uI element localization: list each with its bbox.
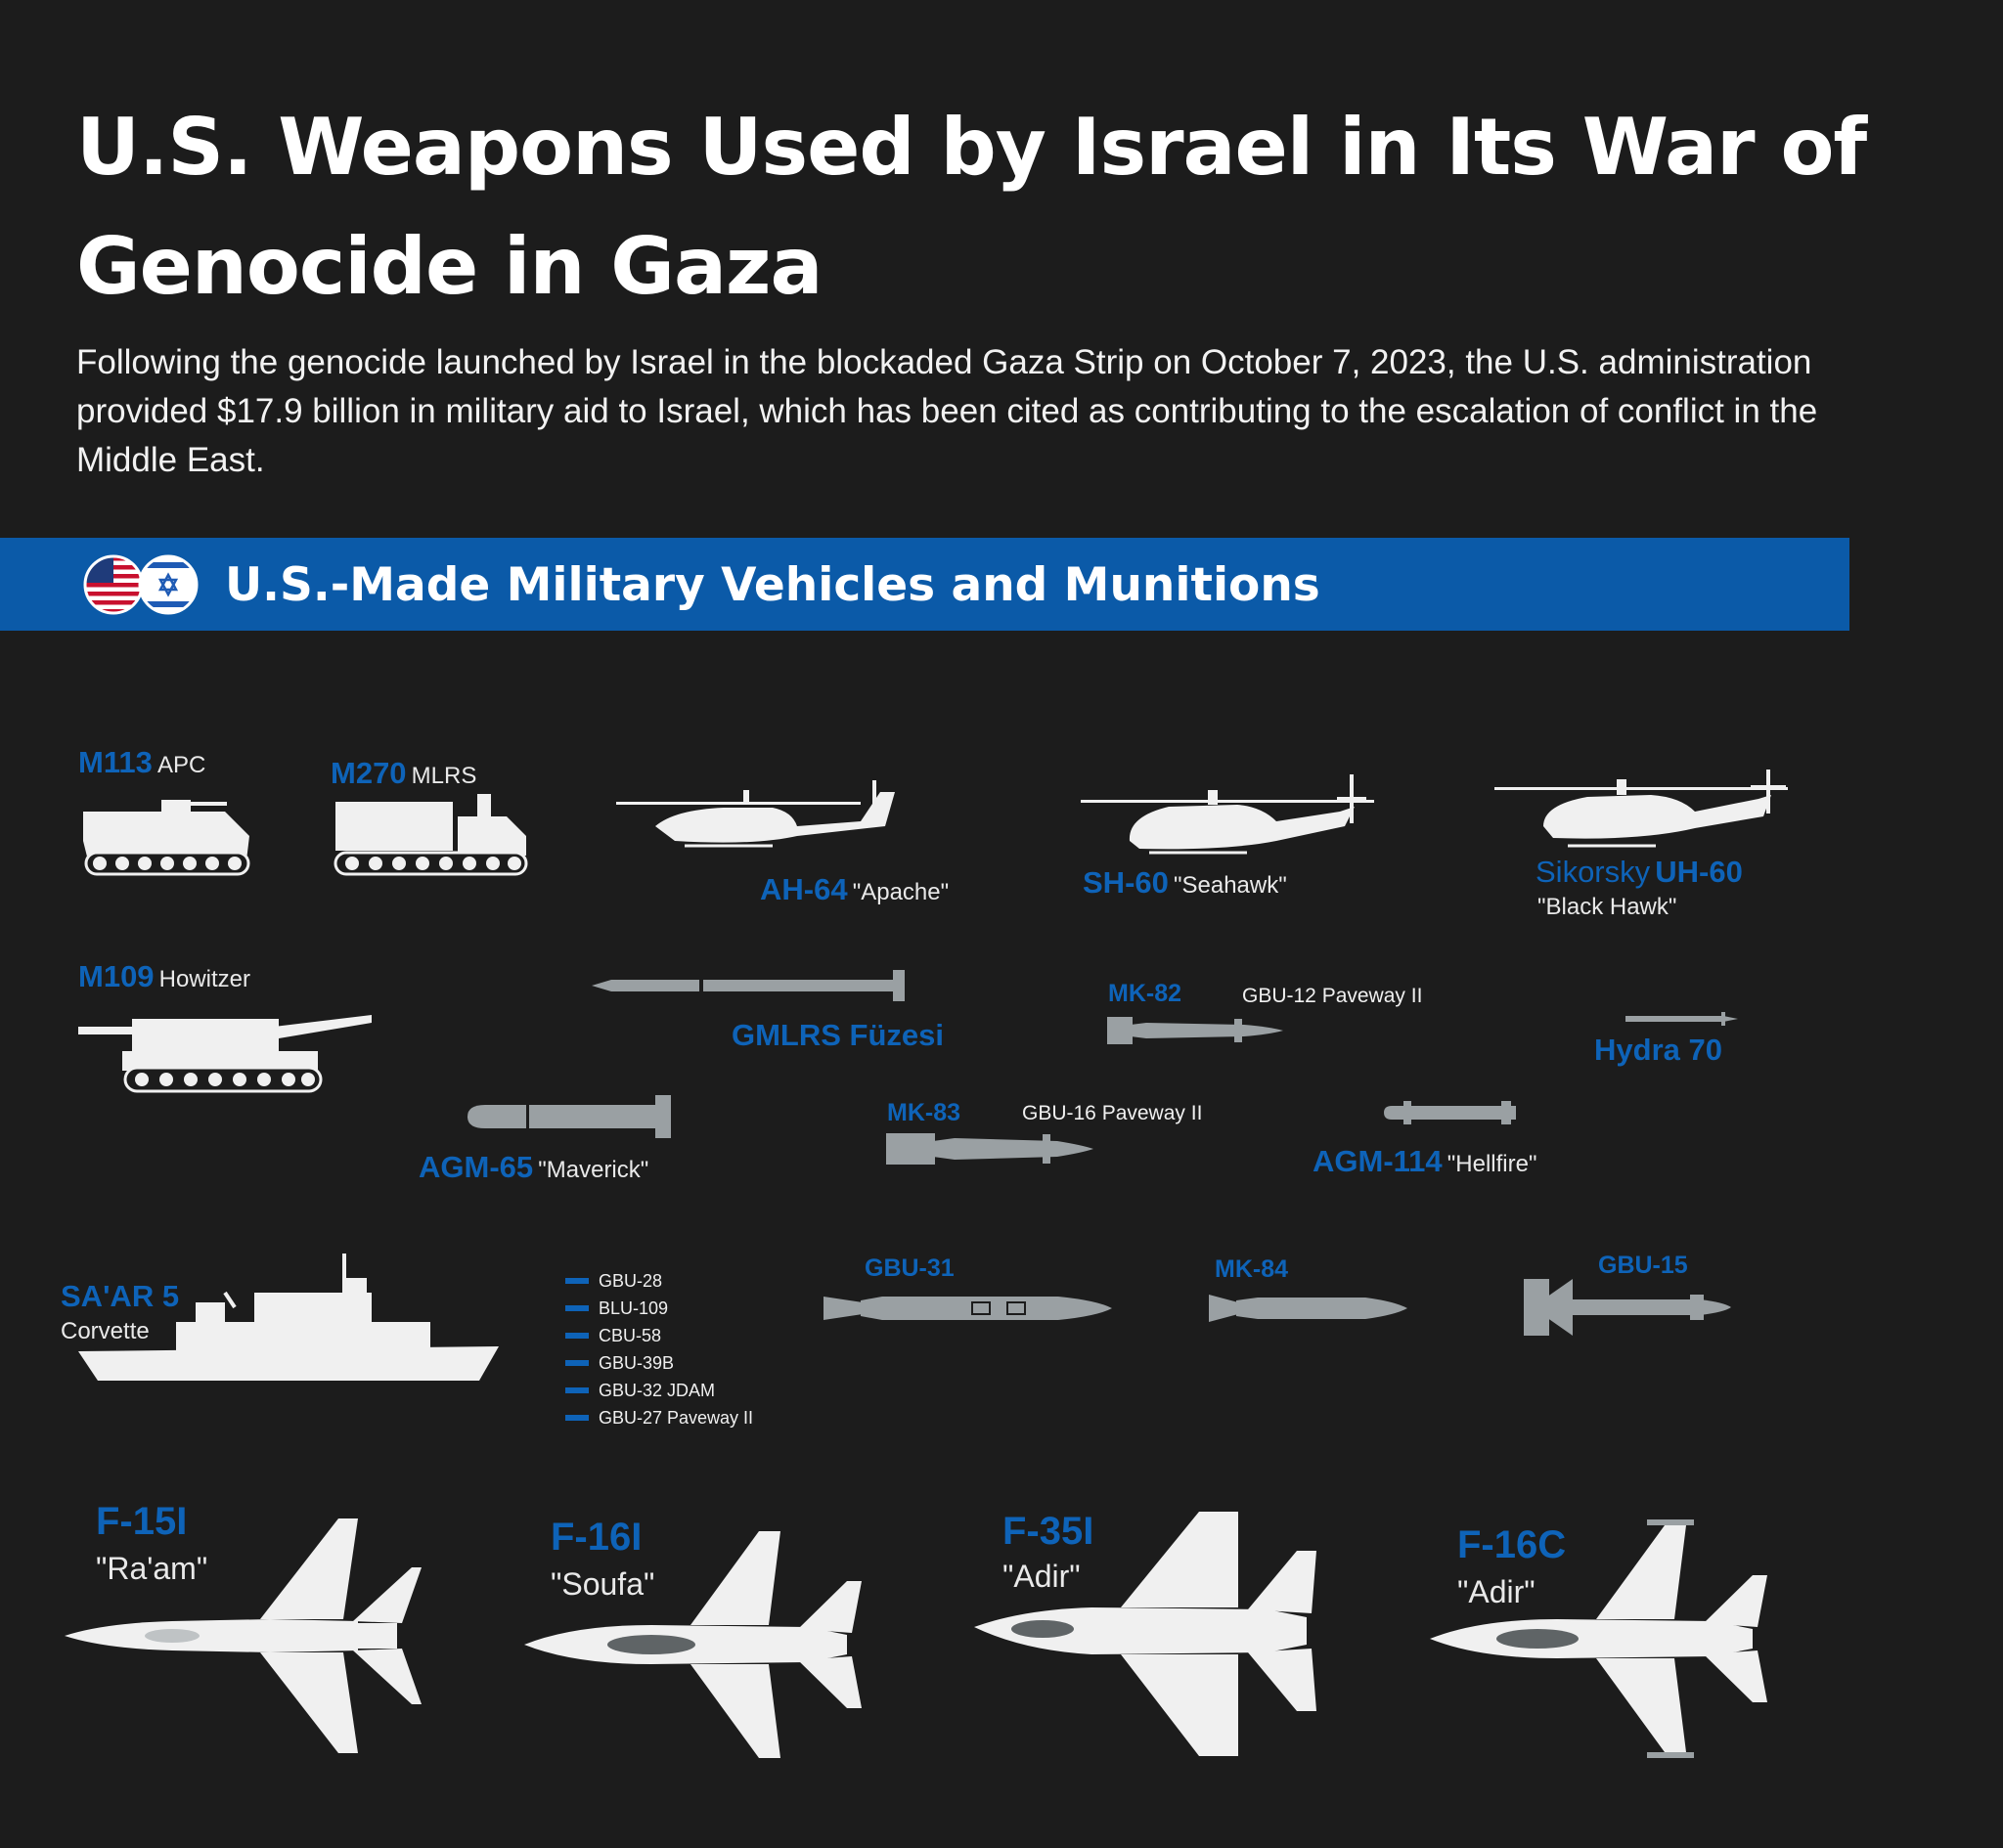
gbu31-bomb-icon: [823, 1297, 1112, 1320]
f15i-aircraft-icon: [65, 1518, 422, 1753]
mk84-label: MK-84: [1215, 1255, 1289, 1283]
agm114-hellfire-icon: [1384, 1101, 1516, 1124]
intro-paragraph: Following the genocide launched by Israe…: [76, 343, 1818, 479]
f16c-aircraft-icon: [1430, 1519, 1767, 1758]
agm65-maverick-icon: [467, 1095, 671, 1138]
ah64-apache-icon: [616, 780, 895, 848]
mk83-label: MK-83: [887, 1099, 961, 1126]
list-item: GBU-27 Paveway II: [565, 1404, 753, 1431]
f16i-aircraft-icon: [524, 1531, 862, 1758]
f16i-label: F-16I: [551, 1516, 643, 1559]
list-item: BLU-109: [565, 1295, 753, 1322]
hydra70-label: Hydra 70: [1594, 1033, 1722, 1067]
ah64-label: AH-64 "Apache": [760, 872, 950, 906]
list-item: GBU-39B: [565, 1349, 753, 1377]
m270-label: M270 MLRS: [331, 756, 477, 790]
israel-flag-icon: [140, 556, 197, 613]
agm65-label: AGM-65 "Maverick": [419, 1150, 649, 1184]
section-title: U.S.-Made Military Vehicles and Munition…: [225, 558, 1320, 612]
m113-label: M113 APC: [78, 745, 206, 779]
f16c-label: F-16C: [1457, 1523, 1567, 1566]
f15i-nickname: "Ra'am": [96, 1551, 208, 1586]
gbu15-bomb-icon: [1524, 1279, 1731, 1336]
f15i-label: F-15I: [96, 1500, 188, 1543]
munition-list: GBU-28 BLU-109 CBU-58 GBU-39B GBU-32 JDA…: [565, 1267, 753, 1431]
saar5-label: SA'AR 5: [61, 1279, 180, 1313]
f16i-nickname: "Soufa": [551, 1566, 655, 1602]
gmlrs-missile-icon: [592, 970, 905, 1001]
mk82-label: MK-82: [1108, 980, 1182, 1007]
uh60-blackhawk-icon: [1494, 770, 1788, 848]
saar5-corvette-icon: [78, 1254, 499, 1381]
page-title: U.S. Weapons Used by Israel in Its War o…: [76, 102, 1867, 312]
m109-howitzer-icon: [78, 1015, 372, 1093]
list-item: GBU-28: [565, 1267, 753, 1295]
mk82-bomb-icon: [1107, 1017, 1283, 1044]
f35i-aircraft-icon: [974, 1512, 1316, 1756]
f35i-nickname: "Adir": [1002, 1559, 1081, 1594]
f16c-nickname: "Adir": [1457, 1574, 1536, 1609]
flags-icon: [83, 554, 199, 615]
mk83-variant: GBU-16 Paveway II: [1022, 1102, 1203, 1124]
mk83-bomb-icon: [886, 1133, 1093, 1165]
section-banner: [0, 538, 1849, 631]
m270-mlrs-icon: [334, 794, 528, 876]
us-flag-icon: [85, 556, 142, 613]
saar5-type: Corvette: [61, 1318, 150, 1344]
sh60-label: SH-60 "Seahawk": [1083, 865, 1287, 900]
mk84-bomb-icon: [1209, 1295, 1407, 1322]
m113-apc-icon: [83, 800, 250, 876]
hydra70-rocket-icon: [1625, 1012, 1738, 1026]
list-item: CBU-58: [565, 1322, 753, 1349]
gmlrs-label: GMLRS Füzesi: [732, 1018, 945, 1052]
m109-label: M109 Howitzer: [78, 959, 250, 993]
uh60-nickname: "Black Hawk": [1537, 894, 1677, 920]
agm114-label: AGM-114 "Hellfire": [1313, 1144, 1537, 1178]
sh60-seahawk-icon: [1081, 774, 1374, 855]
uh60-label: Sikorsky UH-60: [1536, 855, 1743, 889]
mk82-variant: GBU-12 Paveway II: [1242, 985, 1423, 1007]
list-item: GBU-32 JDAM: [565, 1377, 753, 1404]
gbu15-label: GBU-15: [1598, 1252, 1688, 1279]
gbu31-label: GBU-31: [865, 1254, 955, 1282]
f35i-label: F-35I: [1002, 1510, 1094, 1553]
